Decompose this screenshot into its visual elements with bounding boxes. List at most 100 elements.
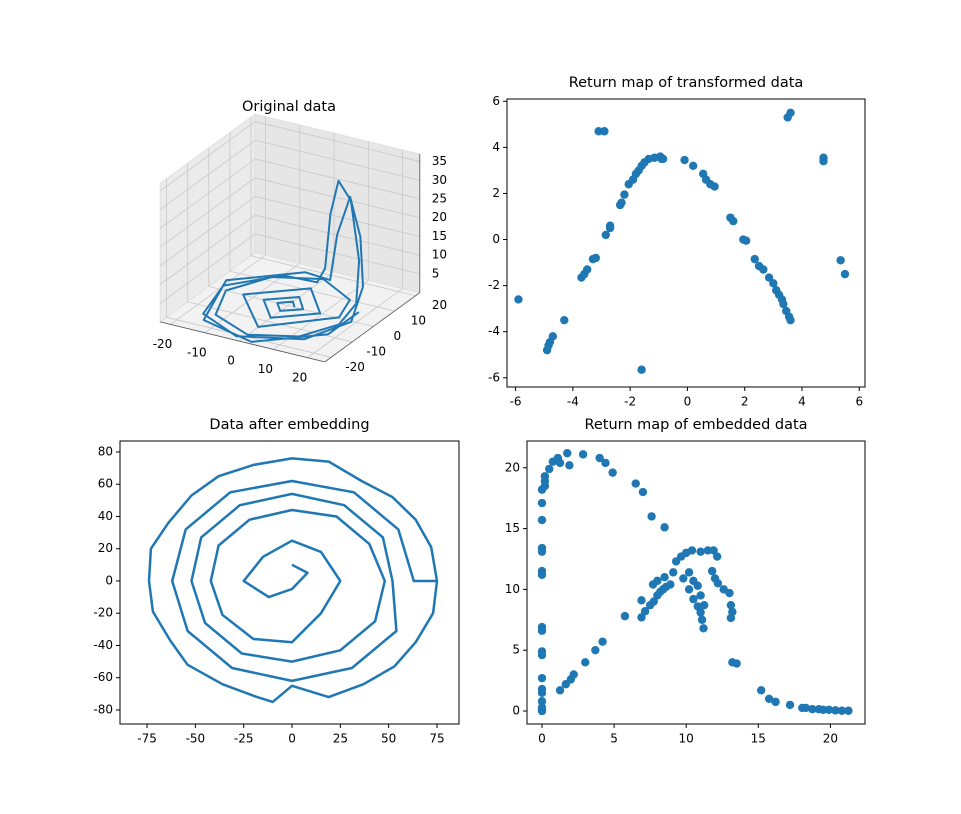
point (836, 256, 845, 265)
y-tick-label: -20 (93, 606, 113, 620)
x-tick-label: -2 (624, 395, 636, 409)
chart-title: Data after embedding (209, 417, 369, 433)
y-tick-label: 2 (492, 186, 500, 200)
z-tick-label: 10 (432, 248, 447, 262)
grid-line (159, 158, 256, 229)
point (712, 552, 722, 561)
grid-line (208, 286, 374, 327)
y-tick-label: 0 (492, 232, 500, 246)
grid-line (159, 196, 256, 267)
point (637, 596, 646, 605)
point (818, 705, 828, 714)
point (617, 198, 626, 207)
plot-area (514, 108, 850, 374)
point (680, 155, 689, 165)
point (759, 265, 768, 274)
grid-line (307, 288, 403, 359)
y-tick-label: -80 (93, 702, 113, 716)
x-tick-label: 10 (258, 362, 273, 376)
point (563, 448, 572, 458)
point (696, 608, 705, 617)
point (725, 588, 734, 598)
x-tick-label: 75 (429, 732, 444, 746)
y-tick-label: -60 (93, 670, 113, 684)
point (732, 659, 741, 668)
grid-line (255, 158, 420, 200)
point (537, 515, 547, 525)
point (710, 182, 719, 191)
axis-line (324, 292, 421, 363)
x-tick-label: -25 (234, 732, 254, 746)
x-tick-label: 20 (823, 732, 838, 746)
point (786, 315, 795, 325)
point (837, 706, 847, 715)
grid-line (255, 177, 420, 219)
x-tick-label: 10 (679, 732, 694, 746)
point (540, 472, 550, 481)
grid-line (255, 196, 420, 237)
grid-line (170, 254, 266, 325)
plot-area (147, 457, 439, 704)
point (693, 581, 702, 590)
point (840, 269, 850, 279)
x-tick-label: 20 (292, 370, 307, 384)
point (726, 613, 736, 623)
point (608, 468, 617, 477)
x-tick-label: -10 (187, 345, 207, 359)
z-tick-label: 30 (432, 173, 447, 187)
point (819, 157, 828, 166)
point (703, 546, 713, 555)
x-tick-label: 25 (333, 732, 348, 746)
point (750, 254, 759, 264)
point (764, 273, 774, 282)
y-tick-label: 15 (505, 521, 520, 535)
point (684, 585, 694, 594)
point (653, 576, 662, 586)
point (687, 546, 697, 555)
point (808, 704, 817, 714)
point (699, 624, 708, 633)
point (637, 365, 646, 374)
grid-line (159, 214, 256, 285)
point (537, 498, 547, 508)
point (537, 703, 547, 712)
point (555, 458, 565, 468)
point (537, 697, 547, 706)
point (801, 703, 811, 713)
y-tick-label: 60 (98, 477, 113, 491)
point (741, 236, 751, 245)
y-tick-label: 20 (505, 460, 520, 474)
x-tick-label: 5 (610, 732, 618, 746)
line (147, 457, 439, 704)
point (581, 658, 590, 667)
x-tick-label: 0 (684, 395, 692, 409)
y-tick-label: -20 (345, 360, 365, 374)
chart-title: Original data (242, 99, 336, 115)
point (600, 127, 609, 136)
point (620, 611, 630, 621)
point (669, 568, 678, 577)
chart-title: Return map of embedded data (584, 417, 807, 433)
point (601, 458, 610, 468)
point (713, 579, 723, 588)
point (591, 253, 600, 263)
point (640, 607, 650, 616)
axes-frame (506, 98, 866, 388)
grid-line (159, 177, 256, 248)
point (709, 546, 718, 555)
point (514, 295, 523, 304)
point (537, 684, 547, 694)
grid-line (238, 271, 335, 342)
point (726, 600, 736, 610)
point (620, 190, 629, 199)
y-tick-label: -40 (93, 638, 113, 652)
y-tick-label: -4 (488, 324, 500, 338)
y-tick-label: 0 (512, 703, 520, 717)
z-tick-label: 5 (432, 266, 440, 280)
point (684, 568, 694, 577)
x-tick-label: 15 (751, 732, 766, 746)
point (783, 113, 792, 122)
z-tick-label: 35 (432, 154, 447, 168)
x-tick-label: 0 (227, 354, 235, 368)
